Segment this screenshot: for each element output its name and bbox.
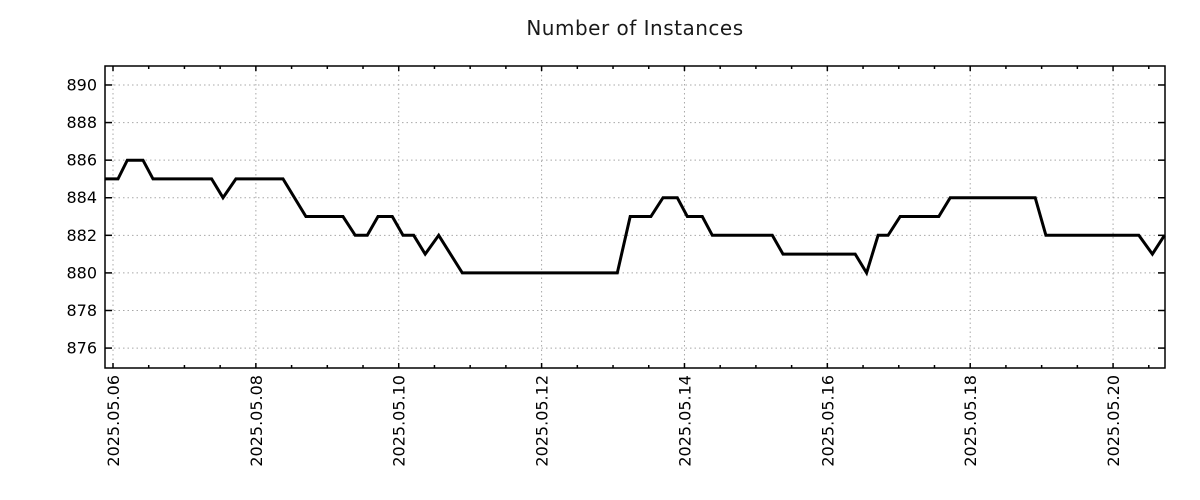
x-tick-label: 2025.05.18 xyxy=(961,375,980,467)
y-tick-label: 882 xyxy=(66,226,97,245)
chart-title: Number of Instances xyxy=(526,16,744,40)
y-tick-label: 884 xyxy=(66,188,97,207)
y-tick-label: 890 xyxy=(66,75,97,94)
x-tick-label: 2025.05.16 xyxy=(818,375,837,467)
series-line xyxy=(105,158,1166,277)
x-tick-label: 2025.05.14 xyxy=(675,375,694,467)
x-tick-label: 2025.05.08 xyxy=(247,375,266,467)
x-axis-labels: 2025.05.06 2025.05.08 2025.05.10 2025.05.12… xyxy=(104,375,1123,467)
y-tick-label: 876 xyxy=(66,339,97,358)
x-tick-label: 2025.05.12 xyxy=(533,375,552,467)
y-tick-label: 886 xyxy=(66,151,97,170)
x-tick-label: 2025.05.10 xyxy=(390,375,409,467)
x-tick-label: 2025.05.06 xyxy=(104,375,123,467)
plot-border-rect xyxy=(104,65,1166,369)
y-axis-labels: 876 878 880 882 884 886 888 890 xyxy=(66,75,97,357)
y-tick-label: 880 xyxy=(66,263,97,282)
x-tick-label: 2025.05.20 xyxy=(1104,375,1123,467)
plot-border xyxy=(104,65,1166,369)
series-polyline xyxy=(105,158,1166,277)
y-tick-label: 888 xyxy=(66,113,97,132)
y-tick-label: 878 xyxy=(66,301,97,320)
